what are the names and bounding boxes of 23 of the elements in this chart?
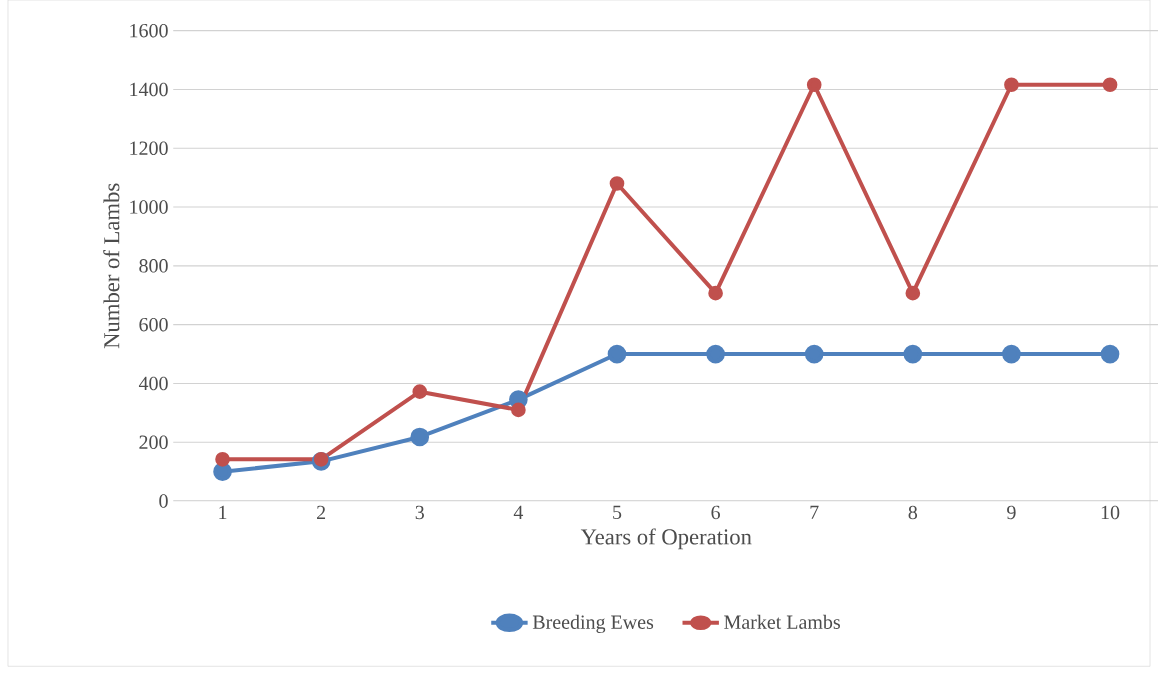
y-tick-label: 800 xyxy=(139,258,168,273)
legend-label: Market Lambs xyxy=(724,614,840,629)
y-tick-label: 1000 xyxy=(130,200,168,214)
x-tick-label: 3 xyxy=(415,505,424,520)
x-tick-label: 4 xyxy=(513,505,524,519)
legend-label: Breeding Ewes xyxy=(532,614,654,633)
y-tick-label: 1200 xyxy=(130,141,168,155)
y-tick-label: 1400 xyxy=(130,82,168,97)
x-tick-label: 9 xyxy=(1007,505,1016,520)
x-tick-label: 6 xyxy=(711,505,721,520)
x-tick-label: 2 xyxy=(317,505,326,519)
x-axis-title: Years of Operation xyxy=(580,528,752,550)
y-tick-label: 600 xyxy=(139,317,168,332)
y-tick-label: 400 xyxy=(138,376,168,391)
x-tick-label: 7 xyxy=(810,505,819,519)
x-tick-label: 5 xyxy=(613,505,622,519)
y-tick-label: 200 xyxy=(139,435,168,449)
y-tick-label: 0 xyxy=(159,494,168,508)
x-tick-label: 10 xyxy=(1101,505,1120,520)
x-tick-label: 1 xyxy=(219,505,227,519)
y-axis-title: Number of Lambs xyxy=(103,183,120,349)
y-tick-label: 1600 xyxy=(130,23,168,38)
x-tick-label: 8 xyxy=(908,505,918,520)
